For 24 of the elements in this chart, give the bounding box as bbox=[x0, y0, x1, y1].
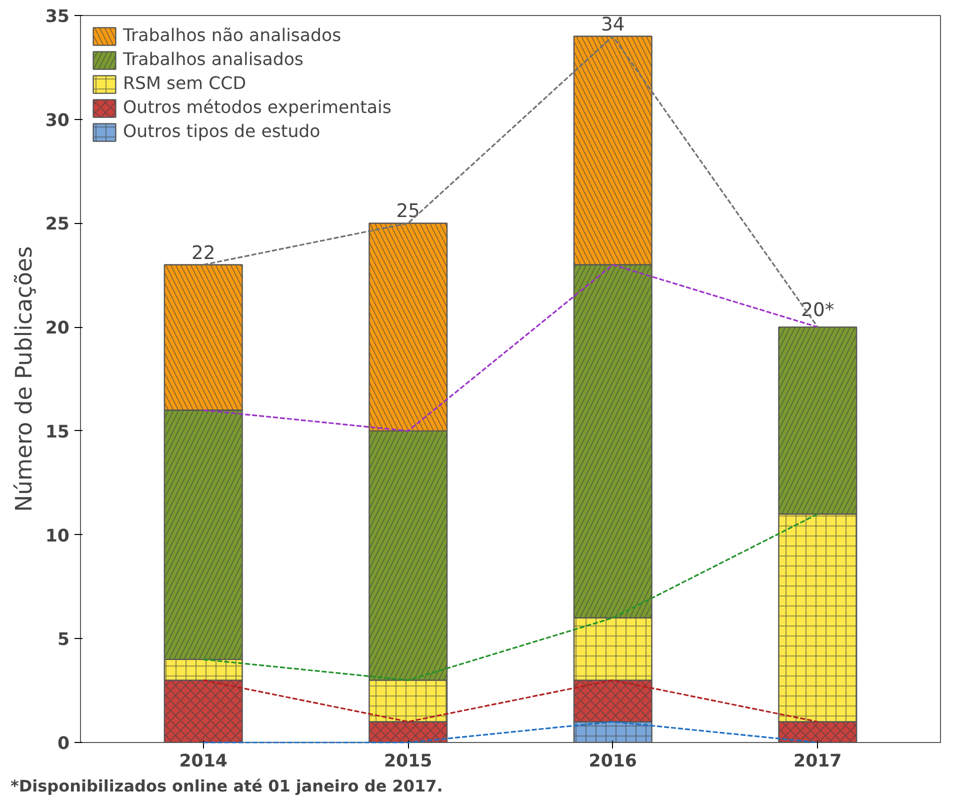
x-tick-label: 2015 bbox=[384, 752, 432, 772]
y-tick-label: 0 bbox=[57, 734, 70, 754]
y-tick-label: 20 bbox=[45, 318, 70, 339]
y-tick-label: 5 bbox=[57, 630, 70, 650]
legend-label: RSM sem CCD bbox=[123, 74, 246, 94]
y-tick-label: 35 bbox=[45, 7, 70, 27]
x-tick-label: 2017 bbox=[794, 752, 842, 772]
legend-label: Outros tipos de estudo bbox=[123, 122, 320, 142]
x-tick-label: 2014 bbox=[179, 752, 228, 772]
legend-label: Trabalhos analisados bbox=[123, 50, 304, 70]
total-label: 34 bbox=[601, 14, 625, 36]
text: *Disponibilizados online até 01 janeiro de 2017. bbox=[10, 776, 443, 796]
y-tick-label: 25 bbox=[45, 214, 70, 235]
total-label: 22 bbox=[191, 242, 216, 264]
y-tick-label: 10 bbox=[45, 526, 70, 546]
y-tick-label: 15 bbox=[45, 422, 70, 442]
y-tick-label: 30 bbox=[45, 110, 70, 131]
y-axis-title: Número de Publicações bbox=[11, 246, 38, 512]
x-tick-label: 2016 bbox=[588, 752, 637, 772]
line-series bbox=[202, 513, 818, 681]
legend-label: Outros métodos experimentais bbox=[123, 98, 392, 118]
total-label: 25 bbox=[396, 201, 420, 222]
total-label: 20* bbox=[801, 300, 834, 322]
legend-label: Trabalhos não analisados bbox=[123, 26, 342, 46]
